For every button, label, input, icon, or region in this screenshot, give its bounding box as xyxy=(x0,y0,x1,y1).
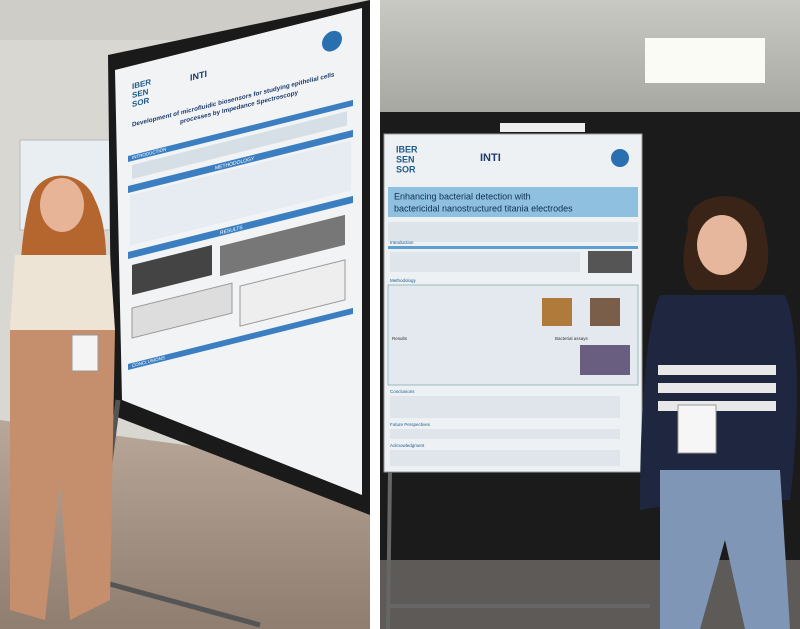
title-band xyxy=(388,187,638,217)
section-bar xyxy=(128,129,353,194)
text-block xyxy=(390,396,620,418)
stand-foot xyxy=(94,577,261,628)
section-bar xyxy=(388,246,638,249)
emblem xyxy=(611,149,629,167)
emblem xyxy=(322,30,342,52)
figure xyxy=(588,251,632,273)
stripe xyxy=(658,401,776,411)
figure-label: Results xyxy=(392,336,408,341)
left-photo: IBER SEN SOR INTI Development of microfl… xyxy=(0,0,370,629)
stripe xyxy=(658,365,776,375)
face xyxy=(40,178,84,232)
stand-leg xyxy=(386,471,392,629)
logo: IBER xyxy=(396,144,418,154)
section-heading: Conclusions xyxy=(390,389,415,394)
stripe xyxy=(658,383,776,393)
section-heading: Acknowledgment xyxy=(390,443,425,448)
logo: SOR xyxy=(132,96,149,109)
divider xyxy=(370,0,380,629)
section-heading: RESULTS xyxy=(220,225,243,237)
badge xyxy=(677,404,717,454)
poster-title: Enhancing bacterial detection with xyxy=(394,191,531,201)
poster-title: bactericidal nanostructured titania elec… xyxy=(394,203,573,213)
figure xyxy=(220,214,345,277)
pants xyxy=(10,330,115,620)
figure xyxy=(590,298,620,326)
badge xyxy=(71,334,99,372)
section-heading: Methodology xyxy=(390,278,417,283)
top xyxy=(10,255,115,330)
ceiling-light xyxy=(645,38,765,83)
figure xyxy=(580,345,630,375)
right-photo: IBER SEN SOR INTI Enhancing bacterial de… xyxy=(380,0,800,629)
text-block xyxy=(390,450,620,466)
institute: INTI xyxy=(480,152,501,164)
text-block xyxy=(390,252,580,272)
section-heading: Introduction xyxy=(390,240,414,245)
chart-figure xyxy=(131,282,233,339)
text-block xyxy=(390,429,620,439)
section-bar xyxy=(128,307,353,371)
section-bar xyxy=(128,195,353,260)
figure-label: Bacterial assays xyxy=(555,336,589,341)
text-block xyxy=(132,111,347,180)
chart-figure xyxy=(239,259,346,327)
face xyxy=(697,215,747,275)
logo: SEN xyxy=(396,154,415,164)
logo: SEN xyxy=(132,87,149,100)
section-heading: Future Perspectives xyxy=(390,422,431,427)
label-card xyxy=(500,123,585,132)
institute: INTI xyxy=(190,69,207,83)
jeans xyxy=(660,470,790,629)
authors xyxy=(388,222,638,242)
section-bar xyxy=(128,99,353,163)
figure xyxy=(542,298,572,326)
figure-area xyxy=(130,140,351,246)
logo: SOR xyxy=(396,164,416,174)
figure xyxy=(132,245,212,296)
